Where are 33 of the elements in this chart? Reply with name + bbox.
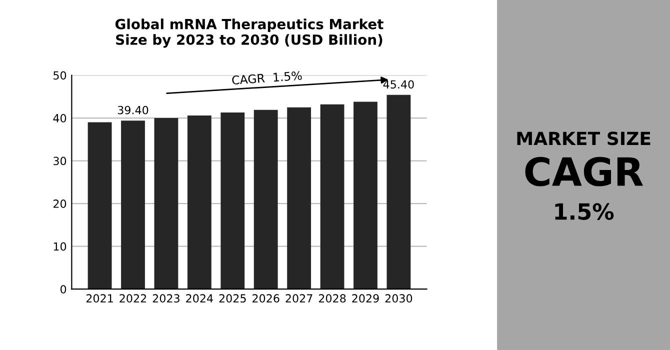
bar [121,120,145,290]
x-tick-label: 2027 [286,294,312,303]
text: CAGR [525,156,644,186]
x-tick-label: 2022 [120,294,146,303]
bar [154,118,178,290]
y-tick-label: 10 [54,242,66,251]
data-label: 45.40 [383,80,414,89]
text: 1.5% [555,203,614,220]
bar [287,107,312,290]
x-tick-label: 2026 [252,294,280,303]
x-tick-label: 2030 [385,294,412,303]
annotation: CAGR 1.5% [232,70,302,85]
y-tick-label: 40 [53,114,66,122]
bar [187,115,212,290]
x-tick-label: 2025 [219,294,246,303]
text: MARKET SIZE [517,132,650,146]
bar [220,112,245,290]
bar [354,102,378,290]
bar [254,110,278,290]
bar [386,94,411,290]
y-tick-label: 50 [54,71,66,80]
x-tick-label: 2021 [86,294,113,303]
data-label: 39.40 [118,106,148,114]
x-tick-label: 2023 [152,294,180,303]
y-tick-label: 0 [60,285,66,294]
bar [88,122,112,290]
y-tick-label: 20 [54,200,66,208]
y-tick-label: 30 [54,156,66,166]
chart-title: Global mRNA Therapeutics Market Size by 2023 to 2030 (USD Billion) [115,18,384,48]
x-tick-label: 2028 [318,294,346,303]
x-tick-label: 2029 [352,294,379,303]
x-tick-label: 2024 [186,294,213,303]
bar [320,104,344,290]
